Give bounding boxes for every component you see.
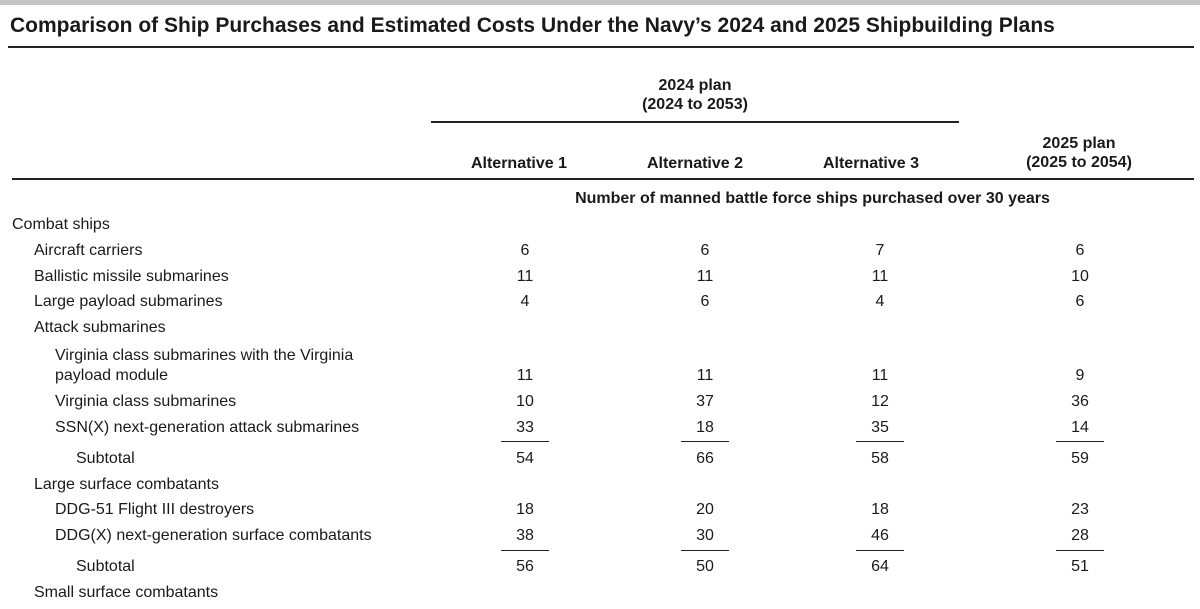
table-row: Combat ships xyxy=(0,215,1200,241)
cell-2025: 6 xyxy=(1075,293,1085,310)
cell-2025: 59 xyxy=(1071,450,1089,467)
cell-2025: 51 xyxy=(1071,558,1089,575)
header-2025-plan-line2: (2025 to 2054) xyxy=(1026,154,1132,171)
cell-2025: 14 xyxy=(1071,419,1089,436)
cell-alt3: 4 xyxy=(875,293,885,310)
subtotal-rule xyxy=(1056,441,1104,442)
row-label-line1: Virginia class submarines with the Virgi… xyxy=(55,347,354,364)
row-label: Combat ships xyxy=(12,216,110,233)
cell-alt1: 33 xyxy=(516,419,534,436)
cell-alt1: 54 xyxy=(516,450,534,467)
cell-alt3: 7 xyxy=(875,242,885,259)
cell-alt3: 11 xyxy=(871,268,889,285)
cell-alt2: 66 xyxy=(696,450,714,467)
subtotal-rule xyxy=(501,550,549,551)
cell-alt3: 46 xyxy=(871,527,889,544)
units-caption: Number of manned battle force ships purc… xyxy=(575,190,1050,207)
cell-2025: 36 xyxy=(1071,393,1089,410)
table-row: Subtotal 56 50 64 51 xyxy=(0,557,1200,583)
header-alternative-1: Alternative 1 xyxy=(470,155,568,172)
table-row: DDG-51 Flight III destroyers 18 20 18 23 xyxy=(0,500,1200,526)
subtotal-rule xyxy=(681,441,729,442)
cell-alt1: 6 xyxy=(520,242,530,259)
cell-alt3: 11 xyxy=(871,367,889,384)
cell-alt2: 18 xyxy=(696,419,714,436)
row-label: DDG(X) next-generation surface combatant… xyxy=(55,527,372,544)
cell-alt2: 6 xyxy=(700,293,710,310)
table-row: Attack submarines xyxy=(0,318,1200,344)
header-2025-plan-line1: 2025 plan xyxy=(1042,135,1116,152)
header-alternative-3: Alternative 3 xyxy=(822,155,920,172)
table-row: Subtotal 54 66 58 59 xyxy=(0,449,1200,475)
cell-alt1: 11 xyxy=(516,268,534,285)
cell-alt2: 6 xyxy=(700,242,710,259)
table-row: Large surface combatants xyxy=(0,475,1200,501)
cell-alt3: 12 xyxy=(871,393,889,410)
subtotal-rule xyxy=(856,441,904,442)
header-2025-plan: 2025 plan (2025 to 2054) xyxy=(979,134,1179,172)
cell-2025: 6 xyxy=(1075,242,1085,259)
row-label: Large surface combatants xyxy=(34,476,219,493)
cell-alt1: 11 xyxy=(516,367,534,384)
cell-2025: 28 xyxy=(1071,527,1089,544)
cell-alt3: 35 xyxy=(871,419,889,436)
subtotal-rule xyxy=(681,550,729,551)
table-row: SSN(X) next-generation attack submarines… xyxy=(0,418,1200,444)
subtotal-rule xyxy=(501,441,549,442)
cell-alt2: 20 xyxy=(696,501,714,518)
table-title: Comparison of Ship Purchases and Estimat… xyxy=(10,14,1055,37)
header-2024-plan: 2024 plan (2024 to 2053) xyxy=(431,76,959,114)
cell-alt3: 64 xyxy=(871,558,889,575)
row-label: Ballistic missile submarines xyxy=(34,268,229,285)
subtotal-rule xyxy=(1056,550,1104,551)
cell-2025: 23 xyxy=(1071,501,1089,518)
row-label: Large payload submarines xyxy=(34,293,223,310)
top-border xyxy=(0,0,1200,5)
header-2024-rule xyxy=(431,121,959,123)
table-row: Small surface combatants xyxy=(0,583,1200,609)
table-row: Ballistic missile submarines 11 11 11 10 xyxy=(0,267,1200,293)
row-label: Small surface combatants xyxy=(34,584,219,601)
header-2024-plan-line2: (2024 to 2053) xyxy=(642,96,748,113)
cell-alt2: 11 xyxy=(696,367,714,384)
row-label: Virginia class submarines xyxy=(55,393,237,410)
table-row: Aircraft carriers 6 6 7 6 xyxy=(0,241,1200,267)
table-row: DDG(X) next-generation surface combatant… xyxy=(0,526,1200,552)
table-row: Virginia class submarines 10 37 12 36 xyxy=(0,392,1200,418)
cell-alt1: 10 xyxy=(516,393,534,410)
cell-2025: 9 xyxy=(1075,367,1085,384)
cell-alt1: 56 xyxy=(516,558,534,575)
table-row: Virginia class submarines with the Virgi… xyxy=(0,346,1200,392)
cell-alt1: 18 xyxy=(516,501,534,518)
row-label: Subtotal xyxy=(76,450,135,467)
header-rule xyxy=(12,178,1194,180)
cell-alt2: 11 xyxy=(696,268,714,285)
row-label: Subtotal xyxy=(76,558,135,575)
row-label: Attack submarines xyxy=(34,319,166,336)
subtotal-rule xyxy=(856,550,904,551)
row-label: SSN(X) next-generation attack submarines xyxy=(55,419,360,436)
cell-alt2: 30 xyxy=(696,527,714,544)
cell-alt1: 38 xyxy=(516,527,534,544)
header-2024-plan-line1: 2024 plan xyxy=(658,77,732,94)
cell-alt1: 4 xyxy=(520,293,530,310)
cell-2025: 10 xyxy=(1071,268,1089,285)
cell-alt2: 37 xyxy=(696,393,714,410)
row-label: Aircraft carriers xyxy=(34,242,143,259)
row-label: DDG-51 Flight III destroyers xyxy=(55,501,255,518)
row-label-line2: payload module xyxy=(55,367,168,384)
header-alternative-2: Alternative 2 xyxy=(646,155,744,172)
title-rule xyxy=(8,46,1194,48)
cell-alt3: 58 xyxy=(871,450,889,467)
table-row: Large payload submarines 4 6 4 6 xyxy=(0,292,1200,318)
cell-alt2: 50 xyxy=(696,558,714,575)
cell-alt3: 18 xyxy=(871,501,889,518)
